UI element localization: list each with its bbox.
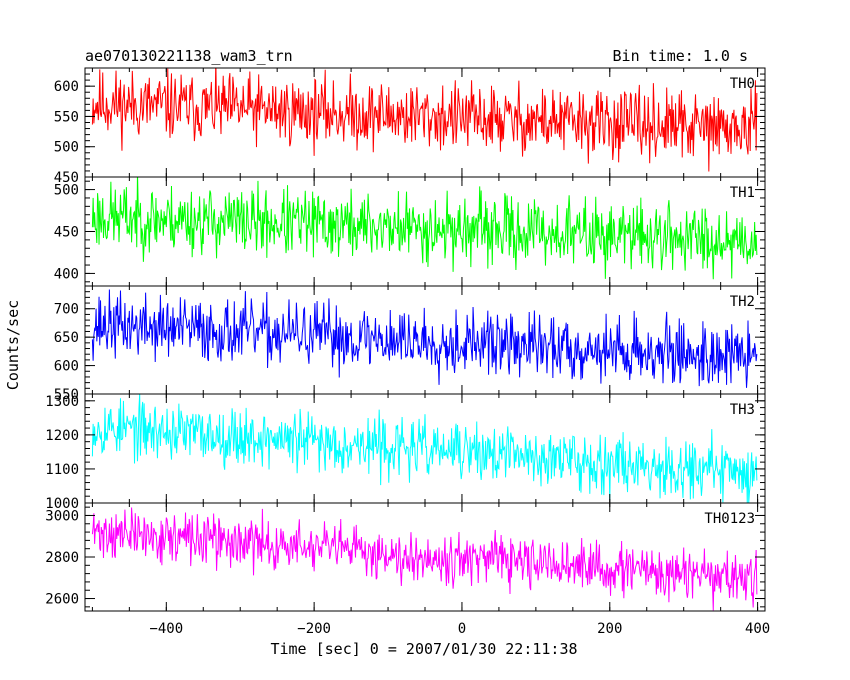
bin-time-label: Bin time: 1.0 s [613,47,748,65]
y-tick-label: 1000 [45,496,79,512]
x-tick-label: 200 [597,621,622,637]
y-tick-label: 600 [54,359,79,375]
y-tick-label: 550 [54,109,79,125]
series-line-th2 [91,289,758,388]
y-tick-label: 3000 [45,508,79,524]
panel-frame [84,393,766,504]
y-tick-label: 1300 [45,394,79,410]
y-tick-label: 1100 [45,462,79,478]
y-tick-label: 650 [54,330,79,346]
x-axis-label: Time [sec] 0 = 2007/01/30 22:11:38 [270,640,577,658]
y-tick-label: 550 [54,387,79,403]
panel-label-th1: TH1 [730,185,755,201]
series-line-th3 [91,394,758,503]
panel-label-th0: TH0 [730,76,755,92]
y-tick-label: 1200 [45,428,79,444]
chart-title: ae070130221138_wam3_trn [85,47,293,65]
panel-frame [84,502,766,612]
series-line-th0 [91,68,758,172]
y-tick-label: 500 [54,140,79,156]
y-tick-label: 450 [54,225,79,241]
y-tick-label: 400 [54,266,79,282]
y-axis-label: Counts/sec [4,300,22,390]
panel-label-th0123: TH0123 [704,511,755,527]
x-tick-label: −400 [149,621,183,637]
y-tick-label: 500 [54,183,79,199]
y-tick-label: 450 [54,170,79,186]
panel-label-th3: TH3 [730,402,755,418]
y-tick-label: 700 [54,302,79,318]
panel-th0123: 2600 2800 3000 TH0123 [45,502,766,612]
series-line-th0123 [91,507,758,611]
y-tick-label: 2600 [45,592,79,608]
x-tick-label: 400 [745,621,770,637]
panel-th1: 400 450 500 TH1 [54,176,766,287]
panel-th0: 450 500 550 600 TH0 [54,67,766,186]
series-line-th1 [91,177,758,280]
y-tick-label: 2800 [45,550,79,566]
x-tick-label: 0 [458,621,466,637]
x-tick-label: −200 [297,621,331,637]
panel-th2: 550 600 650 700 TH2 [54,285,766,403]
panel-label-th2: TH2 [730,294,755,310]
y-tick-label: 600 [54,79,79,95]
panel-th3: 1000 1100 1200 1300 TH3 [45,393,766,512]
